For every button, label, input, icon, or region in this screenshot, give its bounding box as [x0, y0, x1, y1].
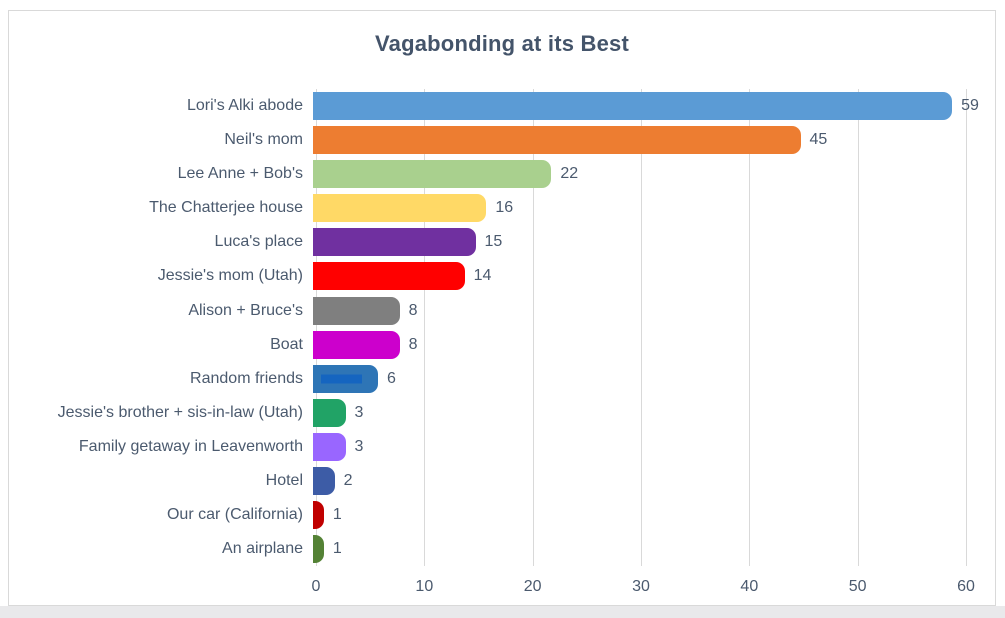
bar-5	[313, 228, 476, 257]
bar-track: 16	[313, 191, 963, 225]
category-label: Lori's Alki abode	[186, 97, 303, 115]
gridline	[966, 89, 967, 566]
bar-6	[313, 262, 465, 291]
bar-track: 6	[313, 362, 963, 396]
category-label: Neil's mom	[224, 131, 303, 149]
bar-row: Jessie's mom (Utah) 14	[21, 259, 991, 293]
category-label: Alison + Bruce's	[188, 301, 303, 319]
bar-11	[313, 432, 346, 461]
bar-10	[313, 398, 346, 427]
bar-track: 14	[313, 259, 963, 293]
gridline	[532, 89, 534, 566]
bar-12	[313, 466, 335, 495]
bar-row: Hotel 2	[21, 464, 991, 498]
bar-row: Our car (California) 1	[21, 498, 991, 532]
value-label: 1	[332, 505, 342, 523]
bar-track: 8	[313, 293, 963, 327]
value-label: 6	[387, 369, 396, 387]
bar-3	[313, 160, 552, 189]
x-tick-label: 50	[848, 578, 867, 595]
bar-track: 59	[313, 89, 979, 123]
category-label: Jessie's mom (Utah)	[157, 267, 303, 285]
gridline	[424, 89, 426, 566]
value-label: 59	[961, 97, 979, 115]
value-label: 14	[473, 267, 492, 285]
x-tick-label: 30	[632, 578, 650, 595]
gridline	[641, 89, 642, 566]
value-axis-line	[316, 89, 317, 566]
value-label: 15	[484, 233, 503, 251]
x-tick-label: 40	[740, 578, 759, 595]
value-label: 8	[408, 301, 418, 319]
bar-row: Lori's Alki abode 59	[21, 89, 991, 123]
bar-row: Random friends 6	[21, 362, 991, 396]
gridline	[749, 89, 751, 566]
bar-row: Boat 8	[21, 328, 991, 362]
bar-2	[313, 126, 801, 155]
bar-track: 2	[313, 464, 963, 498]
category-label: Hotel	[265, 471, 303, 489]
bar-row: The Chatterjee house 16	[21, 191, 991, 225]
category-label: Luca's place	[214, 233, 303, 251]
bar-14	[313, 535, 324, 564]
value-label: 2	[343, 471, 353, 489]
bar-track: 22	[313, 157, 963, 191]
plot-area	[316, 89, 967, 566]
bar-8	[313, 330, 400, 359]
bar-row: An airplane 1	[21, 532, 991, 566]
bar-row: Luca's place 15	[21, 225, 991, 259]
bar-inner-stripe	[321, 374, 362, 384]
bar-9	[313, 364, 378, 393]
x-tick-label: 10	[415, 578, 434, 595]
x-tick-label: 20	[523, 578, 542, 595]
category-label: An airplane	[222, 540, 303, 558]
category-label: Our car (California)	[166, 505, 303, 523]
category-label: Family getaway in Leavenworth	[78, 437, 303, 455]
chart-frame: Vagabonding at its Best Lori's Alki abod…	[8, 10, 996, 606]
value-label: 45	[809, 131, 828, 149]
bar-13	[313, 500, 324, 529]
bar-row: Jessie's brother + sis-in-law (Utah) 3	[21, 396, 991, 430]
bar-rows: Lori's Alki abode 59 Neil's mom 45 Lee Anne …	[21, 89, 991, 566]
category-label: Jessie's brother + sis-in-law (Utah)	[57, 403, 303, 421]
window-edge-strip	[0, 606, 1005, 618]
value-label: 8	[408, 335, 418, 353]
value-label: 22	[560, 165, 579, 183]
gridline	[857, 89, 859, 566]
bar-track: 45	[313, 123, 963, 157]
category-label: Boat	[270, 335, 303, 353]
category-label: Lee Anne + Bob's	[177, 165, 303, 183]
bar-track: 1	[313, 498, 963, 532]
bar-track: 3	[313, 430, 963, 464]
value-label: 3	[354, 437, 364, 455]
category-label: The Chatterjee house	[149, 199, 303, 217]
chart-title: Vagabonding at its Best	[375, 31, 629, 56]
value-label: 16	[495, 199, 514, 217]
bar-row: Alison + Bruce's 8	[21, 293, 991, 327]
x-tick-label: 0	[311, 578, 321, 595]
bar-1	[313, 92, 953, 121]
bar-row: Family getaway in Leavenworth 3	[21, 430, 991, 464]
category-label: Random friends	[190, 369, 303, 387]
bar-track: 8	[313, 328, 963, 362]
bar-track: 1	[313, 532, 963, 566]
x-tick-label: 60	[957, 578, 975, 595]
bar-row: Lee Anne + Bob's 22	[21, 157, 991, 191]
bar-row: Neil's mom 45	[21, 123, 991, 157]
bar-track: 3	[313, 396, 963, 430]
value-label: 1	[332, 540, 342, 558]
bar-7	[313, 296, 400, 325]
bar-track: 15	[313, 225, 963, 259]
value-label: 3	[354, 403, 364, 421]
bar-4	[313, 194, 487, 223]
